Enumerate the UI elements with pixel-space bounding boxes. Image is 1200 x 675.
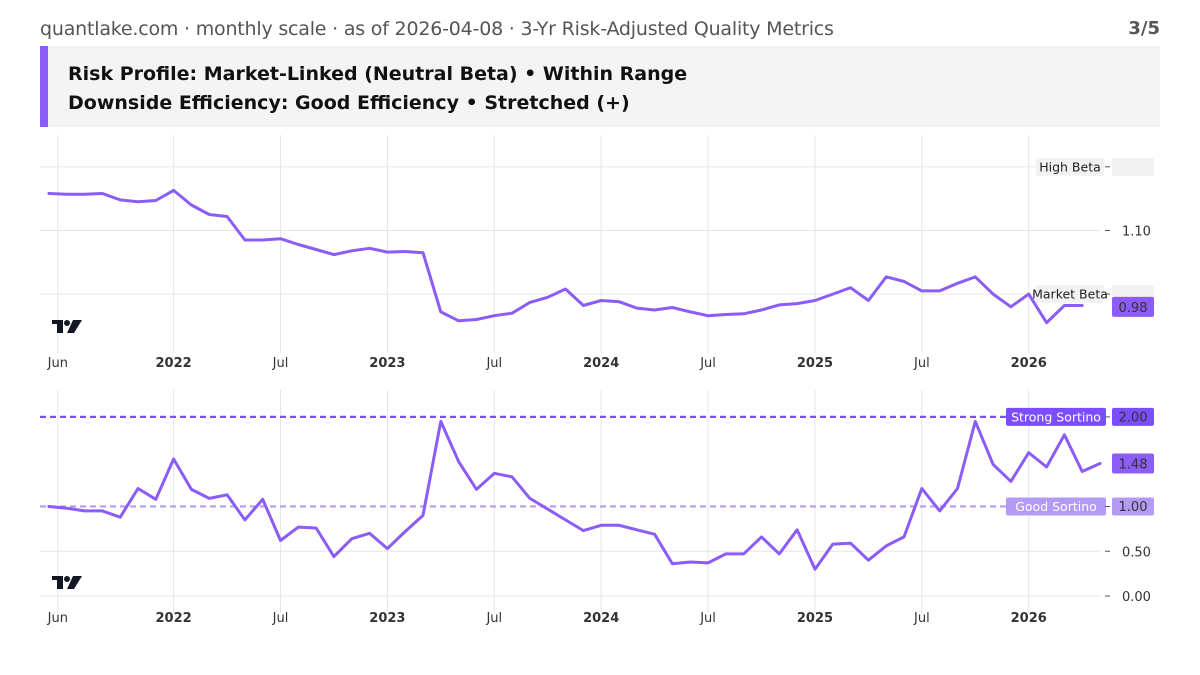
x-tick-label: 2024 xyxy=(583,356,619,371)
x-tick-label: Jul xyxy=(485,356,502,371)
last-value-badge xyxy=(1112,453,1154,474)
reference-label: Good Sortino xyxy=(1015,499,1097,514)
reference-label-badge xyxy=(1036,285,1104,304)
tradingview-logo-icon xyxy=(52,320,82,333)
x-tick-label: 2025 xyxy=(797,356,833,371)
reference-value: 2.00 xyxy=(1119,410,1148,425)
reference-label: Market Beta xyxy=(1032,287,1108,302)
reference-value-badge xyxy=(1112,157,1154,176)
reference-label-badge xyxy=(1036,157,1104,176)
x-tick-label: 2023 xyxy=(369,611,405,626)
x-tick-label: Jul xyxy=(699,356,716,371)
x-tick-label: Jun xyxy=(47,611,68,626)
x-tick-label: Jul xyxy=(913,611,930,626)
logo-mark-3 xyxy=(67,320,82,333)
x-tick-label: 2023 xyxy=(369,356,405,371)
logo-mark-3 xyxy=(67,576,82,589)
logo-mark-2 xyxy=(64,576,70,582)
reference-value-badge xyxy=(1112,497,1154,516)
x-tick-label: Jul xyxy=(485,611,502,626)
reference-label: High Beta xyxy=(1039,159,1101,174)
x-tick-label: 2026 xyxy=(1011,611,1047,626)
logo-mark-1 xyxy=(52,320,63,333)
downside-efficiency-line: Downside Efficiency: Good Efficiency • S… xyxy=(68,92,630,114)
last-value-label: 0.98 xyxy=(1119,301,1148,316)
page-caption: quantlake.com · monthly scale · as of 20… xyxy=(40,18,834,40)
x-tick-label: 2022 xyxy=(156,356,192,371)
reference-label-badge xyxy=(1006,497,1106,516)
summary-banner: Risk Profile: Market-Linked (Neutral Bet… xyxy=(40,46,1160,127)
x-tick-label: 2024 xyxy=(583,611,619,626)
tradingview-logo-icon xyxy=(52,576,82,589)
x-tick-label: Jul xyxy=(272,611,289,626)
x-tick-label: 2025 xyxy=(797,611,833,626)
y-tick-label: 1.10 xyxy=(1122,224,1151,239)
reference-value: 1.00 xyxy=(1119,500,1148,515)
beta-chart: Jun2022Jul2023Jul2024Jul2025Jul20261.201… xyxy=(40,135,1154,371)
page-indicator: 3/5 xyxy=(1128,18,1160,39)
x-tick-label: 2022 xyxy=(156,611,192,626)
x-tick-label: Jun xyxy=(47,356,68,371)
last-value-label: 1.48 xyxy=(1119,457,1148,472)
sortino-chart: Jun 2022 Jul 2023 Jul 2024 Jul 2025 Jul 2026 0.50 0… xyxy=(40,390,1154,626)
reference-label-badge xyxy=(1006,407,1106,426)
x-tick-label: Jul xyxy=(913,356,930,371)
risk-profile-line: Risk Profile: Market-Linked (Neutral Bet… xyxy=(68,63,688,85)
last-value-badge xyxy=(1112,296,1154,317)
y-tick-label: 0.50 xyxy=(1122,545,1151,560)
reference-value-badge xyxy=(1112,407,1154,426)
series-line xyxy=(47,188,1084,325)
reference-label: Strong Sortino xyxy=(1011,409,1101,424)
x-tick-label: 2026 xyxy=(1011,356,1047,371)
series-line xyxy=(47,419,1102,571)
logo-mark-2 xyxy=(64,320,70,326)
x-tick-label: Jul xyxy=(699,611,716,626)
x-tick-label: Jul xyxy=(272,356,289,371)
y-tick-label: 0.00 xyxy=(1122,590,1151,605)
logo-mark-1 xyxy=(52,576,63,589)
